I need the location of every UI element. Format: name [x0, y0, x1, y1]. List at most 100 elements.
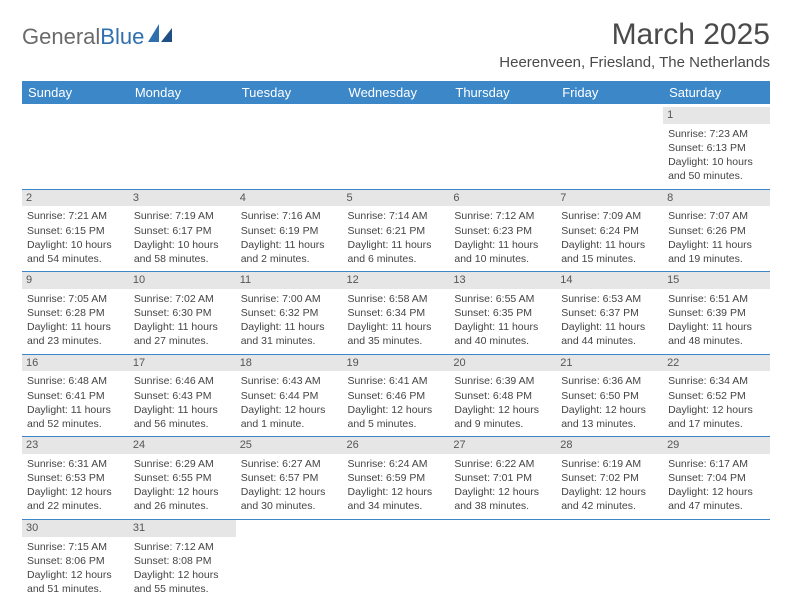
sunrise-text: Sunrise: 7:21 AM	[27, 209, 124, 223]
day-number: 18	[236, 355, 343, 372]
day-details: Sunrise: 6:19 AMSunset: 7:02 PMDaylight:…	[561, 457, 658, 514]
day-details: Sunrise: 7:02 AMSunset: 6:30 PMDaylight:…	[134, 292, 231, 349]
sunrise-text: Sunrise: 6:39 AM	[454, 374, 551, 388]
sunset-text: Sunset: 6:15 PM	[27, 224, 124, 238]
sunrise-text: Sunrise: 6:31 AM	[27, 457, 124, 471]
sunset-text: Sunset: 6:26 PM	[668, 224, 765, 238]
day-details: Sunrise: 6:39 AMSunset: 6:48 PMDaylight:…	[454, 374, 551, 431]
day-number: 8	[663, 190, 770, 207]
daylight-text: Daylight: 12 hours and 5 minutes.	[348, 403, 445, 431]
calendar-day-cell: 12Sunrise: 6:58 AMSunset: 6:34 PMDayligh…	[343, 272, 450, 355]
day-header: Wednesday	[343, 81, 450, 104]
sunset-text: Sunset: 6:32 PM	[241, 306, 338, 320]
calendar-week-row: 9Sunrise: 7:05 AMSunset: 6:28 PMDaylight…	[22, 272, 770, 355]
sunrise-text: Sunrise: 7:12 AM	[454, 209, 551, 223]
day-number: 27	[449, 437, 556, 454]
calendar-day-cell: 19Sunrise: 6:41 AMSunset: 6:46 PMDayligh…	[343, 354, 450, 437]
sunset-text: Sunset: 6:50 PM	[561, 389, 658, 403]
day-number: 10	[129, 272, 236, 289]
day-details: Sunrise: 7:16 AMSunset: 6:19 PMDaylight:…	[241, 209, 338, 266]
daylight-text: Daylight: 10 hours and 58 minutes.	[134, 238, 231, 266]
sunset-text: Sunset: 6:53 PM	[27, 471, 124, 485]
page-subtitle: Heerenveen, Friesland, The Netherlands	[499, 54, 770, 71]
day-number: 16	[22, 355, 129, 372]
calendar-day-cell	[343, 519, 450, 601]
day-number: 3	[129, 190, 236, 207]
day-header: Tuesday	[236, 81, 343, 104]
calendar-day-cell: 9Sunrise: 7:05 AMSunset: 6:28 PMDaylight…	[22, 272, 129, 355]
day-number: 2	[22, 190, 129, 207]
calendar-day-cell	[556, 104, 663, 189]
day-details: Sunrise: 6:22 AMSunset: 7:01 PMDaylight:…	[454, 457, 551, 514]
day-number: 7	[556, 190, 663, 207]
sunset-text: Sunset: 6:28 PM	[27, 306, 124, 320]
sunrise-text: Sunrise: 6:19 AM	[561, 457, 658, 471]
day-details: Sunrise: 6:53 AMSunset: 6:37 PMDaylight:…	[561, 292, 658, 349]
sunset-text: Sunset: 6:43 PM	[134, 389, 231, 403]
daylight-text: Daylight: 12 hours and 42 minutes.	[561, 485, 658, 513]
sunrise-text: Sunrise: 6:41 AM	[348, 374, 445, 388]
calendar-week-row: 30Sunrise: 7:15 AMSunset: 8:06 PMDayligh…	[22, 519, 770, 601]
day-number: 20	[449, 355, 556, 372]
calendar-day-cell: 31Sunrise: 7:12 AMSunset: 8:08 PMDayligh…	[129, 519, 236, 601]
day-number: 14	[556, 272, 663, 289]
sunset-text: Sunset: 6:44 PM	[241, 389, 338, 403]
day-number: 12	[343, 272, 450, 289]
day-number: 17	[129, 355, 236, 372]
day-number: 13	[449, 272, 556, 289]
logo: GeneralBlue	[22, 24, 174, 50]
sunrise-text: Sunrise: 6:17 AM	[668, 457, 765, 471]
day-number: 5	[343, 190, 450, 207]
title-block: March 2025 Heerenveen, Friesland, The Ne…	[499, 18, 770, 79]
calendar-day-cell: 10 Sunrise: 7:02 AMSunset: 6:30 PMDayligh…	[129, 272, 236, 355]
sunrise-text: Sunrise: 6:51 AM	[668, 292, 765, 306]
calendar-day-cell: 4 Sunrise: 7:16 AMSunset: 6:19 PMDaylight…	[236, 189, 343, 272]
sunset-text: Sunset: 6:59 PM	[348, 471, 445, 485]
day-details: Sunrise: 6:46 AMSunset: 6:43 PMDaylight:…	[134, 374, 231, 431]
logo-sail-icon	[148, 24, 174, 50]
sunrise-text: Sunrise: 6:48 AM	[27, 374, 124, 388]
sunrise-text: Sunrise: 6:46 AM	[134, 374, 231, 388]
sunset-text: Sunset: 6:41 PM	[27, 389, 124, 403]
day-details: Sunrise: 6:51 AMSunset: 6:39 PMDaylight:…	[668, 292, 765, 349]
day-number: 15	[663, 272, 770, 289]
calendar-day-cell: 5Sunrise: 7:14 AMSunset: 6:21 PMDaylight…	[343, 189, 450, 272]
calendar-day-cell	[556, 519, 663, 601]
calendar-table: SundayMondayTuesdayWednesdayThursdayFrid…	[22, 81, 770, 601]
sunrise-text: Sunrise: 7:15 AM	[27, 540, 124, 554]
daylight-text: Daylight: 11 hours and 56 minutes.	[134, 403, 231, 431]
sunrise-text: Sunrise: 6:36 AM	[561, 374, 658, 388]
day-number: 4	[236, 190, 343, 207]
day-number: 19	[343, 355, 450, 372]
calendar-week-row: 2 Sunrise: 7:21 AMSunset: 6:15 PM Daylight…	[22, 189, 770, 272]
calendar-day-cell: 3Sunrise: 7:19 AMSunset: 6:17 PMDaylight…	[129, 189, 236, 272]
day-details: Sunrise: 6:27 AMSunset: 6:57 PMDaylight:…	[241, 457, 338, 514]
sunset-text: Sunset: 6:13 PM	[668, 141, 765, 155]
calendar-day-cell: 8Sunrise: 7:07 AMSunset: 6:26 PMDaylight…	[663, 189, 770, 272]
sunrise-text: Sunrise: 6:55 AM	[454, 292, 551, 306]
daylight-text: Daylight: 11 hours and 40 minutes.	[454, 320, 551, 348]
calendar-day-cell: 22Sunrise: 6:34 AMSunset: 6:52 PMDayligh…	[663, 354, 770, 437]
sunset-text: Sunset: 6:57 PM	[241, 471, 338, 485]
sunset-text: Sunset: 7:02 PM	[561, 471, 658, 485]
calendar-day-cell: 27 Sunrise: 6:22 AMSunset: 7:01 PMDayligh…	[449, 437, 556, 520]
sunrise-text: Sunrise: 6:22 AM	[454, 457, 551, 471]
daylight-text: Daylight: 12 hours and 1 minute.	[241, 403, 338, 431]
calendar-day-cell	[449, 104, 556, 189]
calendar-day-cell: 28Sunrise: 6:19 AMSunset: 7:02 PMDayligh…	[556, 437, 663, 520]
day-number: 26	[343, 437, 450, 454]
sunrise-text: Sunrise: 6:43 AM	[241, 374, 338, 388]
calendar-day-cell: 6Sunrise: 7:12 AMSunset: 6:23 PMDaylight…	[449, 189, 556, 272]
day-details: Sunrise: 6:31 AMSunset: 6:53 PMDaylight:…	[27, 457, 124, 514]
day-header: Sunday	[22, 81, 129, 104]
daylight-text: Daylight: 12 hours and 9 minutes.	[454, 403, 551, 431]
sunrise-text: Sunrise: 6:58 AM	[348, 292, 445, 306]
calendar-day-cell: 16Sunrise: 6:48 AMSunset: 6:41 PMDayligh…	[22, 354, 129, 437]
calendar-day-cell	[663, 519, 770, 601]
daylight-text: Daylight: 12 hours and 55 minutes.	[134, 568, 231, 596]
sunset-text: Sunset: 6:55 PM	[134, 471, 231, 485]
daylight-text: Daylight: 11 hours and 10 minutes.	[454, 238, 551, 266]
day-number: 1	[663, 107, 770, 124]
calendar-day-cell: 21Sunrise: 6:36 AMSunset: 6:50 PMDayligh…	[556, 354, 663, 437]
calendar-day-cell	[236, 104, 343, 189]
